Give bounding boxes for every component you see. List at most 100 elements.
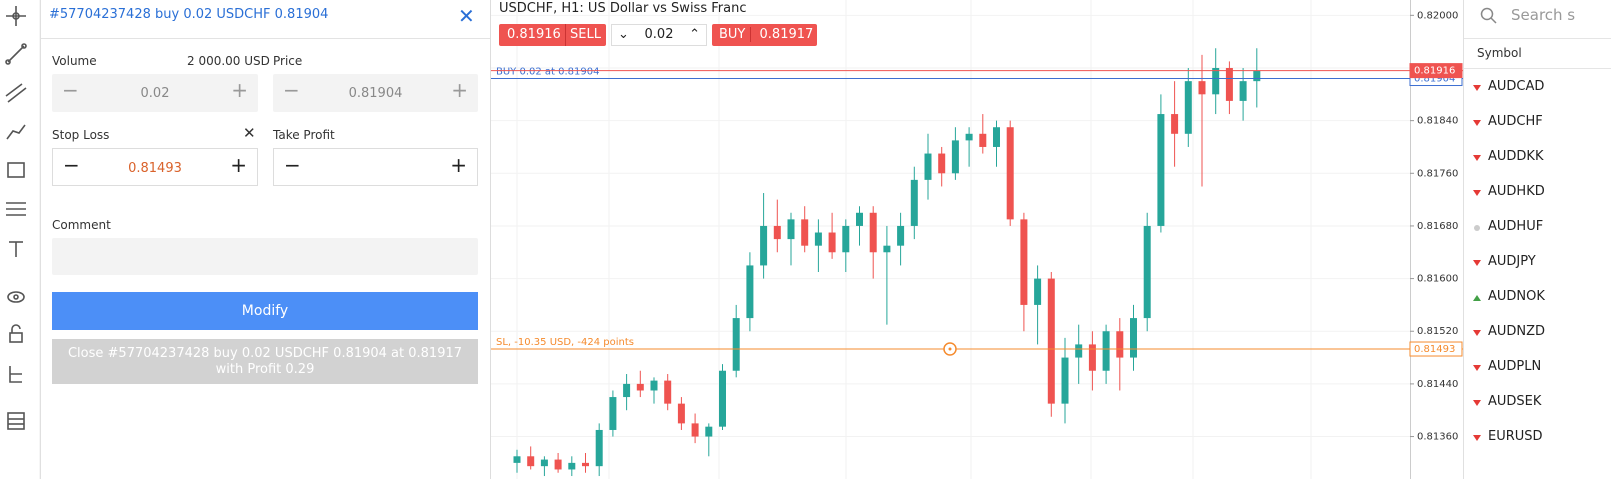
vertical-grid — [516, 0, 1312, 479]
toolbar — [5, 0, 41, 479]
candle-body — [869, 212, 877, 253]
candle-body — [691, 423, 699, 437]
close-position-button[interactable]: Close #57704237428 buy 0.02 USDCHF 0.819… — [52, 339, 478, 384]
symbol-row[interactable]: AUDCAD — [1464, 78, 1611, 98]
shape-tool[interactable] — [7, 162, 25, 178]
sell-price: 0.81916 — [507, 27, 561, 42]
candle-body — [554, 459, 562, 470]
fib-tool[interactable] — [6, 202, 26, 216]
symbol-row[interactable]: AUDDKK — [1464, 148, 1611, 168]
candle-body — [1157, 114, 1165, 226]
order-title: #57704237428 buy 0.02 USDCHF 0.81904 — [49, 7, 329, 22]
stop-loss-tag-bg — [1409, 341, 1463, 357]
candle-body — [1088, 344, 1096, 371]
candle-body — [609, 397, 617, 430]
candle-body — [650, 380, 658, 391]
price-value: 0.81904 — [348, 86, 403, 101]
crosshair-tool[interactable] — [6, 6, 26, 26]
y-tick-label: 0.81680 — [1417, 221, 1458, 232]
candle-body — [1047, 278, 1055, 404]
change-indicator — [1473, 330, 1481, 336]
change-indicator — [1473, 155, 1481, 161]
tree-tool[interactable] — [9, 366, 22, 383]
bid-price-tag: 0.81916 — [1414, 66, 1455, 77]
candle-body — [568, 462, 576, 470]
clear-icon[interactable]: ✕ — [243, 124, 256, 142]
modify-button[interactable]: Modify — [52, 292, 478, 330]
visibility-tool[interactable] — [7, 291, 25, 303]
volume-amount: 2 000.00 USD — [187, 54, 270, 68]
sell-button[interactable]: 0.81916 SELL — [499, 24, 606, 46]
symbol-row[interactable]: AUDNOK — [1464, 288, 1611, 308]
symbol-name: AUDCHF — [1488, 114, 1543, 129]
symbol-row[interactable]: AUDHKD — [1464, 183, 1611, 203]
search-input[interactable]: Search s — [1511, 6, 1576, 24]
candle-body — [1034, 278, 1042, 305]
take-profit-field[interactable]: − + — [273, 148, 478, 186]
symbol-name: EURUSD — [1488, 429, 1543, 444]
candle-body — [582, 462, 589, 467]
lock-tool[interactable] — [9, 324, 23, 343]
symbol-panel: Search s Symbol AUDCAD AUDCHF AUDDKK AUDHKD… — [1463, 0, 1611, 479]
close-icon[interactable]: ✕ — [458, 4, 475, 28]
symbol-row[interactable]: EURUSD — [1464, 428, 1611, 448]
quantity-field[interactable]: ⌄ 0.02 ⌃ — [611, 24, 707, 46]
symbol-row[interactable]: AUDSEK — [1464, 393, 1611, 413]
volume-value: 0.02 — [140, 86, 170, 101]
channel-tool[interactable] — [5, 83, 27, 103]
symbol-row[interactable]: AUDJPY — [1464, 253, 1611, 273]
candle-body — [1171, 114, 1179, 134]
candle-body — [1184, 81, 1192, 134]
stop-loss-field[interactable]: −0.81493 + — [52, 148, 258, 186]
text-tool[interactable] — [9, 241, 23, 257]
y-tick-label: 0.81360 — [1417, 432, 1458, 443]
buy-button[interactable]: BUY 0.81917 — [712, 24, 817, 46]
list-tool[interactable] — [7, 412, 25, 430]
candle-body — [719, 370, 726, 427]
change-indicator — [1473, 295, 1481, 301]
symbol-row[interactable]: AUDNZD — [1464, 323, 1611, 343]
line-tool[interactable] — [5, 43, 27, 65]
search-icon — [1480, 7, 1497, 24]
change-indicator — [1473, 435, 1481, 441]
candle-body — [1075, 344, 1083, 358]
candle-body — [856, 212, 863, 226]
price-field[interactable]: −0.81904 + — [273, 74, 478, 112]
candle-body — [705, 426, 713, 437]
candle-body — [842, 225, 850, 253]
candle-body — [677, 403, 685, 424]
symbol-name: AUDNZD — [1488, 324, 1546, 339]
chart-title: USDCHF, H1: US Dollar vs Swiss Franc — [499, 1, 747, 16]
symbol-name: AUDPLN — [1488, 359, 1542, 374]
quantity-value: 0.02 — [644, 27, 674, 42]
stop-loss-handle-dot — [948, 347, 952, 351]
candle-body — [1006, 127, 1014, 220]
stop-loss-label: Stop Loss — [52, 128, 110, 142]
comment-label: Comment — [52, 218, 111, 232]
candle-body — [527, 456, 535, 467]
chart: 0.820000.819200.818400.817600.816800.816… — [491, 0, 1463, 479]
candle-body — [924, 153, 932, 180]
candle-body — [979, 133, 987, 147]
candle-body — [787, 219, 795, 240]
symbol-name: AUDCAD — [1488, 79, 1545, 94]
candle-body — [910, 179, 918, 226]
change-indicator — [1473, 365, 1481, 371]
candle-body — [1061, 357, 1069, 404]
y-tick-label: 0.81600 — [1417, 274, 1458, 285]
take-profit-label: Take Profit — [273, 128, 335, 142]
stop-loss-value: 0.81493 — [128, 161, 182, 176]
symbol-row[interactable]: AUDHUF — [1464, 218, 1611, 238]
candle-body — [636, 383, 644, 391]
candle-body — [1239, 81, 1247, 101]
symbol-row[interactable]: AUDPLN — [1464, 358, 1611, 378]
change-indicator — [1473, 190, 1481, 196]
buy-price: 0.81917 — [759, 27, 814, 42]
symbol-row[interactable]: AUDCHF — [1464, 113, 1611, 133]
volume-field[interactable]: −0.02 + — [52, 74, 258, 112]
change-indicator — [1473, 400, 1481, 406]
comment-field[interactable] — [52, 238, 478, 275]
candle-body — [965, 133, 973, 141]
path-tool[interactable] — [6, 124, 26, 140]
